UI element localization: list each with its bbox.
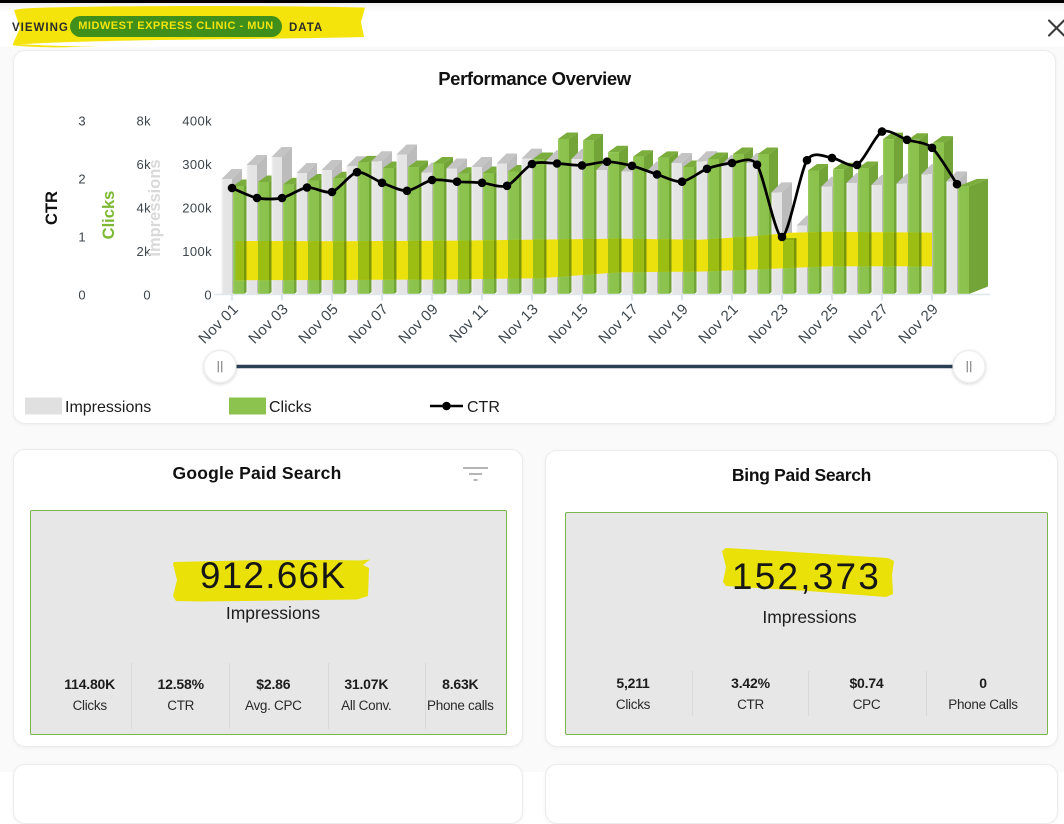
svg-text:Nov 21: Nov 21: [695, 301, 741, 347]
svg-text:Nov 09: Nov 09: [395, 301, 441, 347]
svg-text:Impressions: Impressions: [65, 399, 151, 416]
svg-text:Nov 23: Nov 23: [745, 301, 791, 347]
svg-text:100k: 100k: [182, 244, 212, 259]
svg-text:0: 0: [204, 288, 212, 303]
svg-text:Nov 07: Nov 07: [345, 301, 391, 347]
svg-text:Nov 19: Nov 19: [645, 301, 691, 347]
svg-text:Nov 25: Nov 25: [795, 301, 841, 347]
svg-text:1: 1: [78, 230, 86, 245]
svg-text:0: 0: [143, 288, 151, 303]
svg-text:CTR: CTR: [43, 191, 61, 225]
svg-text:Nov 03: Nov 03: [245, 301, 291, 347]
svg-text:Nov 15: Nov 15: [545, 301, 591, 347]
svg-text:200k: 200k: [182, 201, 212, 216]
svg-text:400k: 400k: [182, 114, 212, 129]
svg-text:Nov 27: Nov 27: [845, 301, 891, 347]
svg-text:6k: 6k: [136, 157, 151, 172]
svg-text:3: 3: [78, 114, 86, 129]
svg-text:Nov 29: Nov 29: [895, 301, 941, 347]
svg-text:Nov 01: Nov 01: [195, 301, 241, 347]
svg-text:4k: 4k: [136, 201, 151, 216]
svg-text:Clicks: Clicks: [269, 399, 312, 416]
svg-text:0: 0: [78, 288, 86, 303]
svg-text:Nov 17: Nov 17: [595, 301, 641, 347]
svg-text:CTR: CTR: [467, 399, 500, 416]
svg-text:2k: 2k: [136, 244, 151, 259]
svg-text:Clicks: Clicks: [100, 191, 118, 240]
svg-text:Impressions: Impressions: [146, 159, 164, 256]
svg-text:8k: 8k: [136, 114, 151, 129]
svg-text:Nov 13: Nov 13: [495, 301, 541, 347]
svg-text:Nov 05: Nov 05: [295, 301, 341, 347]
svg-text:300k: 300k: [182, 157, 212, 172]
svg-text:Nov 11: Nov 11: [446, 301, 492, 347]
svg-text:2: 2: [78, 172, 86, 187]
